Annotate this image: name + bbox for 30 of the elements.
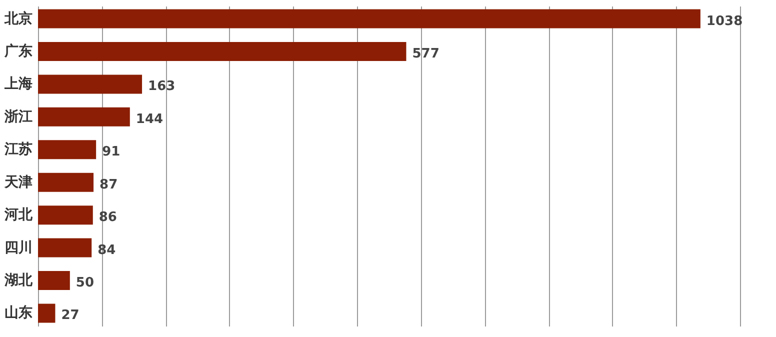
data-label: 87 [100,177,118,192]
data-label: 91 [102,144,120,160]
bar [38,172,94,192]
data-label: 144 [136,112,164,127]
data-label: 577 [412,46,440,62]
bar [38,42,406,61]
bar [38,206,93,225]
bar [38,238,92,258]
bar [38,9,700,28]
y-tick-label: 河北 [4,207,34,224]
data-label: 84 [98,242,116,258]
bar [38,304,56,323]
data-label: 50 [76,276,94,291]
bar [38,107,130,126]
y-tick-label: 天津 [4,174,32,190]
y-tick-label: 江苏 [4,142,32,158]
y-tick-label: 上海 [4,76,32,92]
y-tick-label: 湖北 [4,272,34,289]
y-tick-label: 北京 [4,10,32,27]
data-label: 86 [98,210,117,226]
bar [38,74,142,94]
bar [38,271,70,290]
y-tick-label: 山东 [4,304,32,322]
y-tick-label: 广东 [4,42,32,60]
y-tick-label: 四川 [4,240,32,256]
data-label: 163 [148,79,176,94]
data-label: 27 [61,308,80,324]
data-label: 1038 [706,14,743,29]
y-tick-label: 浙江 [4,108,32,125]
bar [38,140,96,160]
